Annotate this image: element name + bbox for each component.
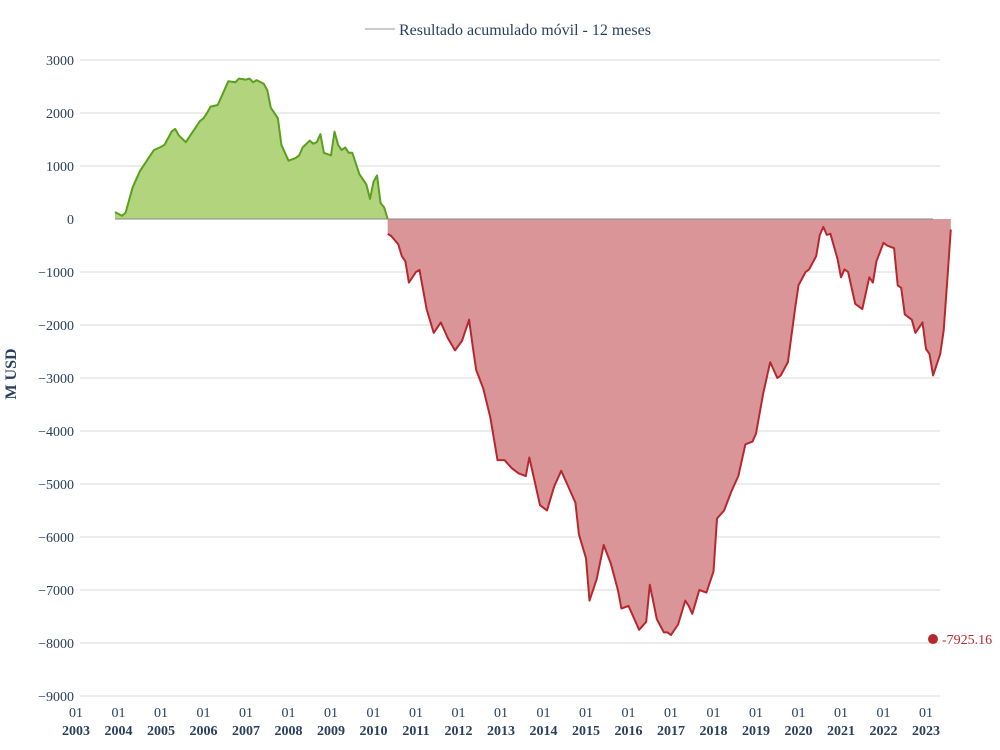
x-tick-month-label: 01 <box>707 706 721 721</box>
y-tick-label: −3000 <box>38 372 74 387</box>
x-tick-year-label: 2020 <box>785 724 813 739</box>
area-layer <box>114 77 952 636</box>
x-tick-month-label: 01 <box>452 706 466 721</box>
y-tick-label: −5000 <box>38 478 74 493</box>
x-tick-month-label: 01 <box>579 706 593 721</box>
y-tick-label: −7000 <box>38 584 74 599</box>
y-tick-label: 0 <box>67 213 74 228</box>
x-tick-month-label: 01 <box>324 706 338 721</box>
legend-label: Resultado acumulado móvil - 12 meses <box>399 22 651 39</box>
y-tick-label: −1000 <box>38 266 74 281</box>
x-tick-year-label: 2017 <box>657 724 685 739</box>
last-value-label: -7925.16 <box>942 633 992 648</box>
last-value-dot[interactable] <box>928 634 938 645</box>
x-tick-year-label: 2018 <box>700 724 728 739</box>
negative-series-line <box>387 225 952 636</box>
x-tick-year-label: 2003 <box>62 724 90 739</box>
x-tick-year-label: 2013 <box>487 724 515 739</box>
x-tick-year-label: 2019 <box>742 724 770 739</box>
x-tick-month-label: 01 <box>282 706 296 721</box>
x-tick-year-label: 2010 <box>360 724 388 739</box>
x-tick-month-label: 01 <box>877 706 891 721</box>
x-tick-month-label: 01 <box>367 706 381 721</box>
x-tick-month-label: 01 <box>537 706 551 721</box>
x-tick-year-label: 2005 <box>147 724 175 739</box>
x-tick-month-label: 01 <box>664 706 678 721</box>
x-tick-month-label: 01 <box>69 706 83 721</box>
x-tick-month-label: 01 <box>409 706 423 721</box>
x-tick-year-label: 2004 <box>105 724 133 739</box>
y-tick-label: −6000 <box>38 531 74 546</box>
x-tick-year-label: 2016 <box>615 724 643 739</box>
x-tick-year-label: 2012 <box>445 724 473 739</box>
y-axis-title: M USD <box>3 348 20 399</box>
y-tick-label: −8000 <box>38 637 74 652</box>
y-axis-ticks: 3000 2000 1000 0 −1000 −2000 −3000 −4000 −5000 −6… <box>38 54 74 705</box>
x-tick-month-label: 01 <box>239 706 253 721</box>
x-tick-month-label: 01 <box>792 706 806 721</box>
x-tick-month-label: 01 <box>919 706 933 721</box>
x-tick-year-label: 2011 <box>402 724 429 739</box>
x-tick-year-label: 2015 <box>572 724 600 739</box>
x-tick-year-label: 2023 <box>912 724 940 739</box>
x-tick-year-label: 2006 <box>190 724 218 739</box>
x-tick-month-label: 01 <box>494 706 508 721</box>
negative-area-fill <box>387 219 951 635</box>
y-tick-label: 2000 <box>46 107 74 122</box>
y-tick-label: 3000 <box>46 54 74 69</box>
y-tick-label: −4000 <box>38 425 74 440</box>
x-axis-ticks: 01 2003 01 2004 01 2005 01 2006 01 2007 01 2008 01 20… <box>62 706 940 739</box>
x-tick-month-label: 01 <box>154 706 168 721</box>
y-tick-label: −9000 <box>38 690 74 705</box>
x-tick-month-label: 01 <box>622 706 636 721</box>
x-tick-year-label: 2022 <box>870 724 898 739</box>
x-tick-month-label: 01 <box>834 706 848 721</box>
x-tick-year-label: 2014 <box>530 724 558 739</box>
last-value-marker: -7925.16 <box>928 633 992 648</box>
positive-series-line <box>114 77 389 220</box>
y-tick-label: 1000 <box>46 160 74 175</box>
x-tick-month-label: 01 <box>749 706 763 721</box>
x-tick-year-label: 2009 <box>317 724 345 739</box>
legend[interactable]: Resultado acumulado móvil - 12 meses <box>365 22 651 39</box>
x-tick-month-label: 01 <box>197 706 211 721</box>
y-tick-label: −2000 <box>38 319 74 334</box>
x-tick-year-label: 2007 <box>232 724 260 739</box>
x-tick-year-label: 2021 <box>827 724 855 739</box>
x-tick-year-label: 2008 <box>275 724 303 739</box>
x-tick-month-label: 01 <box>112 706 126 721</box>
positive-area-fill <box>114 78 388 219</box>
